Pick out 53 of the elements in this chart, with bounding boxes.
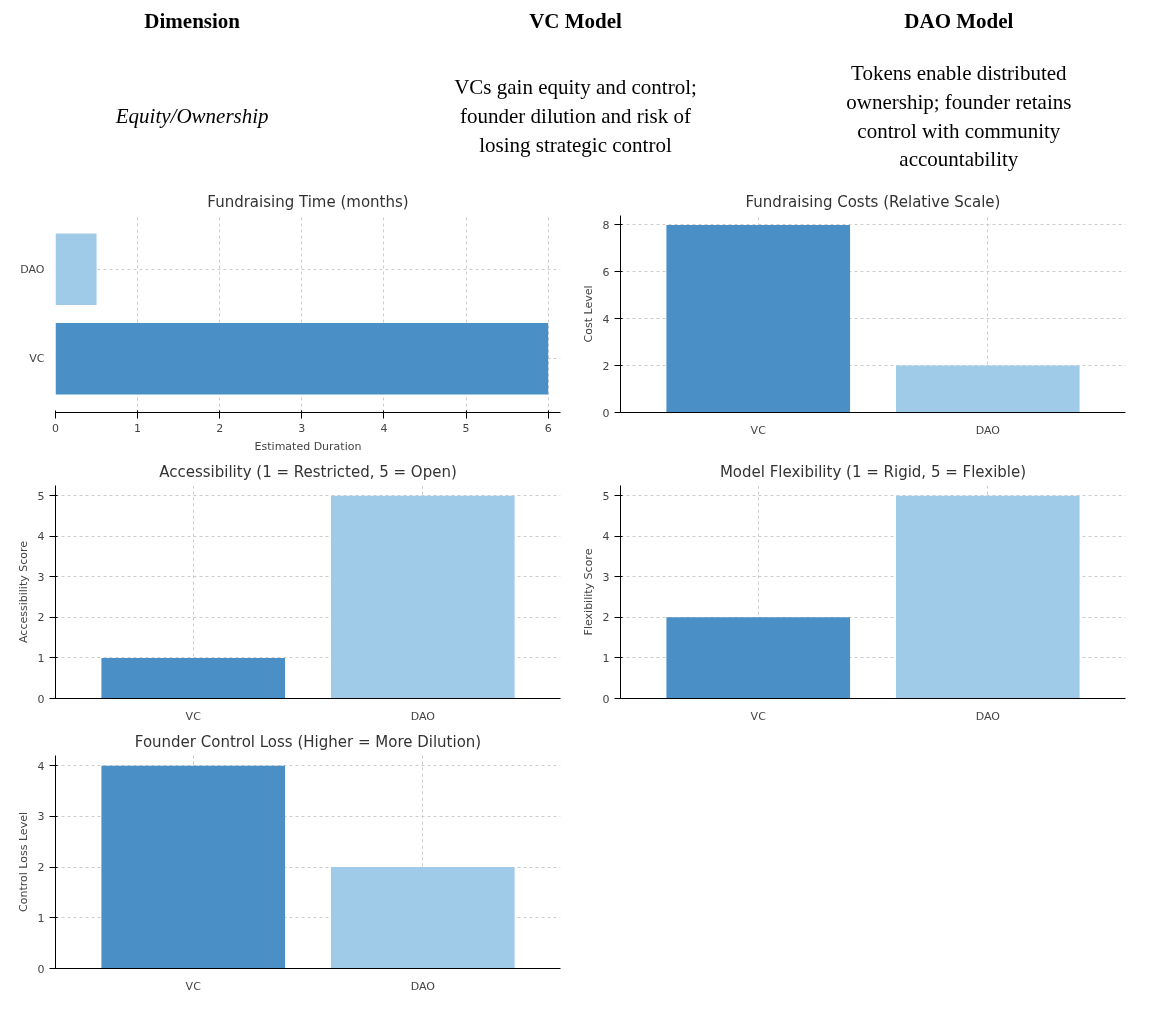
chart-title: Accessibility (1 = Restricted, 5 = Open) — [159, 462, 457, 481]
x-tick-label: 2 — [216, 421, 224, 435]
y-tick-label: VC — [29, 352, 45, 366]
text: VC Model — [529, 8, 623, 33]
y-tick-label: 0 — [602, 692, 610, 706]
y-tick-label: 6 — [602, 265, 610, 279]
text: Tokens enable distributed ownership; founder retains control with community accountability — [846, 60, 1072, 172]
chart-title: Fundraising Costs (Relative Scale) — [745, 192, 1001, 211]
y-tick-label: 1 — [37, 911, 45, 925]
y-tick-label: 5 — [37, 489, 45, 503]
y-tick-label: 8 — [602, 218, 610, 232]
y-axis-title: Flexibility Score — [581, 548, 595, 636]
x-tick-label: 1 — [134, 421, 142, 435]
y-tick-label: 3 — [37, 570, 45, 584]
y-tick-label: 1 — [37, 651, 45, 665]
text: DAO Model — [904, 8, 1014, 33]
y-axis-title: Control Loss Level — [16, 812, 30, 912]
x-tick-label: 5 — [462, 421, 470, 435]
y-tick-label: 3 — [602, 570, 610, 584]
y-tick-label: 4 — [602, 312, 610, 326]
y-tick-label: DAO — [20, 262, 45, 276]
y-tick-label: 2 — [37, 861, 45, 875]
y-tick-label: 0 — [37, 692, 45, 706]
y-tick-label: 5 — [602, 489, 610, 503]
y-tick-label: 4 — [37, 530, 45, 544]
x-tick-label: DAO — [975, 709, 1001, 723]
y-tick-label: 0 — [602, 406, 610, 420]
chart-title: Fundraising Time (months) — [207, 192, 409, 211]
y-tick-label: 2 — [602, 611, 610, 625]
x-tick-label: DAO — [410, 709, 436, 723]
y-tick-label: 2 — [37, 611, 45, 625]
y-tick-label: 0 — [37, 962, 45, 976]
chart-title: Founder Control Loss (Higher = More Dilution) — [134, 732, 482, 751]
text: Dimension — [144, 8, 241, 33]
y-tick-label: 3 — [37, 810, 45, 824]
x-tick-label: 4 — [380, 421, 388, 435]
x-tick-label: 3 — [298, 421, 306, 435]
y-tick-label: 4 — [602, 530, 610, 544]
x-tick-label: DAO — [975, 423, 1001, 437]
x-tick-label: 0 — [52, 421, 59, 435]
x-tick-label: 6 — [544, 421, 552, 435]
y-tick-label: 4 — [37, 759, 45, 773]
text: VCs gain equity and control; founder dilution and risk of losing strategic control — [454, 75, 697, 157]
y-axis-title: Accessibility Score — [16, 540, 30, 643]
text: Equity/Ownership — [114, 104, 269, 129]
y-tick-label: 1 — [602, 651, 610, 665]
y-axis-title: Cost Level — [581, 285, 595, 343]
x-tick-label: VC — [750, 423, 767, 437]
x-axis-title: Estimated Duration — [254, 439, 362, 453]
chart-title: Model Flexibility (1 = Rigid, 5 = Flexible) — [719, 462, 1027, 481]
x-tick-label: VC — [185, 709, 202, 723]
x-tick-label: VC — [750, 709, 767, 723]
y-tick-label: 2 — [602, 359, 610, 373]
